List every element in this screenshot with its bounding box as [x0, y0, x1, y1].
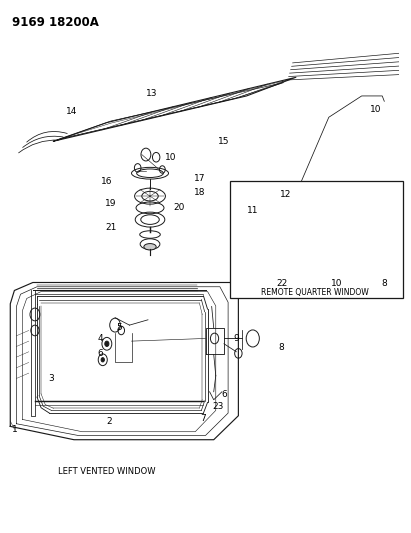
- Text: 12: 12: [280, 190, 291, 199]
- Text: 1: 1: [12, 425, 17, 433]
- Text: 21: 21: [105, 223, 117, 232]
- Text: 18: 18: [194, 189, 205, 197]
- Text: 7: 7: [201, 414, 206, 423]
- Text: 6: 6: [98, 350, 104, 358]
- Text: 10: 10: [165, 153, 176, 161]
- Text: 10: 10: [370, 105, 382, 114]
- Text: 17: 17: [194, 174, 205, 183]
- Text: 13: 13: [146, 89, 158, 98]
- Text: 20: 20: [173, 204, 185, 212]
- Bar: [230, 181, 403, 298]
- Ellipse shape: [144, 244, 156, 250]
- Text: 8: 8: [381, 279, 387, 288]
- Text: 10: 10: [331, 279, 343, 288]
- Text: 23: 23: [212, 402, 224, 410]
- Text: 6: 6: [221, 390, 227, 399]
- Text: LEFT VENTED WINDOW: LEFT VENTED WINDOW: [58, 467, 156, 476]
- Text: 15: 15: [218, 137, 230, 146]
- Text: 2: 2: [106, 417, 112, 425]
- Text: 11: 11: [247, 206, 259, 215]
- Circle shape: [105, 341, 109, 346]
- Text: 8: 8: [279, 343, 284, 352]
- Text: 3: 3: [48, 374, 54, 383]
- Text: 16: 16: [101, 177, 113, 185]
- Text: 5: 5: [116, 324, 122, 332]
- Text: 4: 4: [98, 334, 104, 343]
- Circle shape: [101, 358, 104, 362]
- Text: 14: 14: [66, 108, 78, 116]
- Text: 22: 22: [276, 279, 287, 288]
- Text: REMOTE QUARTER WINDOW: REMOTE QUARTER WINDOW: [261, 288, 368, 296]
- Text: 9169 18200A: 9169 18200A: [12, 16, 99, 29]
- Text: 19: 19: [105, 199, 117, 208]
- Text: 9: 9: [233, 334, 239, 343]
